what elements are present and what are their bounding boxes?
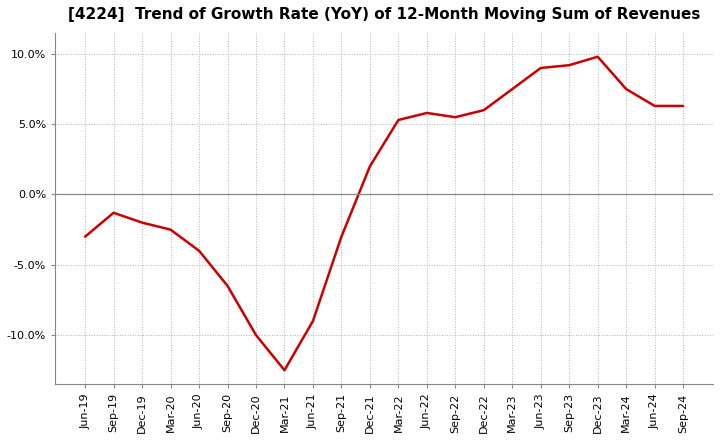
Title: [4224]  Trend of Growth Rate (YoY) of 12-Month Moving Sum of Revenues: [4224] Trend of Growth Rate (YoY) of 12-… [68,7,701,22]
